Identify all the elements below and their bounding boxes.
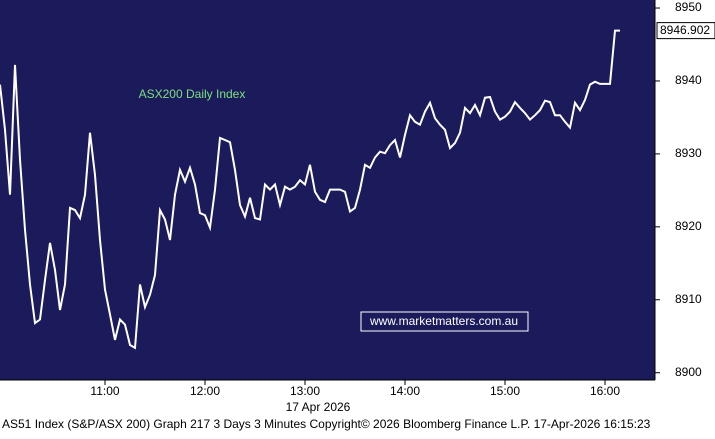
x-tick-label: 12:00: [190, 384, 220, 398]
annotation: ASX200 Daily Index: [139, 87, 246, 101]
footer: AS51 Index (S&P/ASX 200) Graph 217 3 Day…: [2, 417, 651, 431]
x-axis-label: 17 Apr 2026: [286, 400, 351, 414]
y-tick-label: 8900: [675, 365, 702, 379]
y-tick-label: 8940: [675, 73, 702, 87]
y-tick-label: 8910: [675, 292, 702, 306]
x-tick-label: 11:00: [90, 384, 119, 398]
line: [0, 29, 620, 350]
y-tick-label: 8920: [675, 219, 702, 233]
last-value-label: 8946.902: [660, 23, 710, 37]
x-tick-label: 14:00: [390, 384, 420, 398]
x-tick-label: 15:00: [490, 384, 520, 398]
y-tick-label: 8950: [675, 0, 702, 14]
y-tick-label: 8930: [675, 146, 702, 160]
x-tick-label: 16:00: [590, 384, 620, 398]
plot-area: [0, 0, 655, 380]
x-tick-label: 13:00: [290, 384, 320, 398]
last-value-box: [656, 22, 715, 40]
annotation-box: [360, 311, 529, 332]
annotation: www.marketmatters.com.au: [369, 314, 518, 328]
